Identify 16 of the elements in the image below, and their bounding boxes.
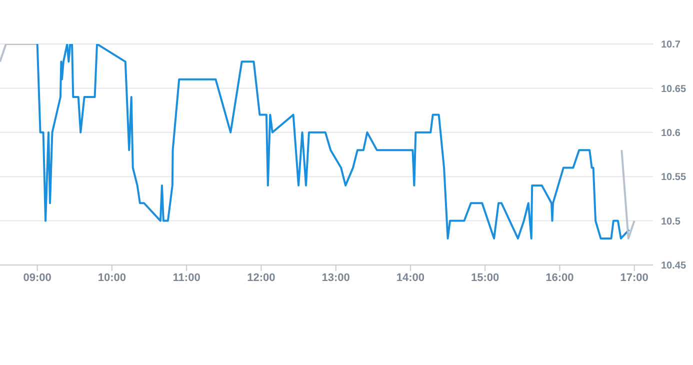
x-tick-label: 14:00 <box>396 272 425 284</box>
x-tick-label: 12:00 <box>247 272 276 284</box>
x-tick-label: 13:00 <box>322 272 350 284</box>
y-tick-label: 10.45 <box>661 260 686 272</box>
y-tick-label: 10.65 <box>661 84 686 95</box>
x-tick-label: 10:00 <box>98 272 126 284</box>
x-tick-label: 16:00 <box>546 272 574 284</box>
x-tick-label: 17:00 <box>620 272 648 284</box>
x-tick-label: 11:00 <box>172 272 200 284</box>
x-tick-label: 09:00 <box>23 272 52 284</box>
y-tick-label: 10.55 <box>661 172 686 184</box>
y-tick-label: 10.6 <box>661 128 681 139</box>
y-tick-label: 10.5 <box>661 216 681 228</box>
line-series <box>36 44 630 240</box>
y-tick-label: 10.7 <box>661 40 681 51</box>
x-tick-label: 15:00 <box>471 272 500 284</box>
